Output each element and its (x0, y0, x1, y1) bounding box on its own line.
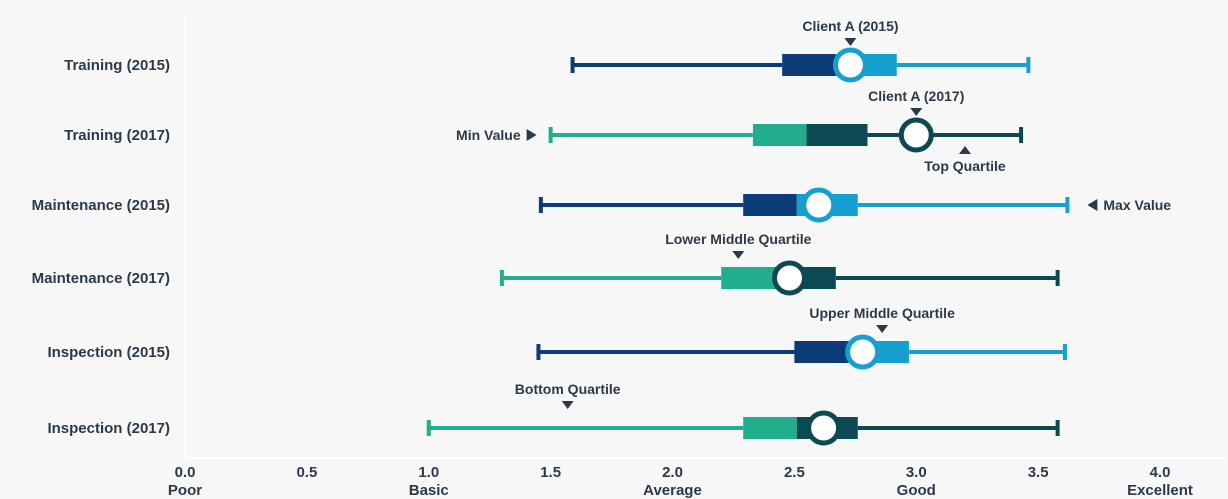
annotation-label: Top Quartile (924, 158, 1006, 174)
lower-middle-box (743, 417, 797, 439)
x-tick-label: 1.0 (418, 464, 439, 481)
x-tick-sublabel: Excellent (1127, 482, 1193, 499)
annotation-pointer (1087, 199, 1098, 211)
client-marker (845, 334, 881, 370)
client-marker (898, 117, 934, 153)
lower-middle-box (794, 341, 848, 363)
x-tick-label: 3.5 (1028, 464, 1049, 481)
x-tick-label: 3.0 (906, 464, 927, 481)
category-label: Training (2015) (64, 57, 170, 74)
annotation-pointer (844, 38, 857, 46)
x-tick-label: 2.5 (784, 464, 805, 481)
annotation-label: Bottom Quartile (515, 381, 621, 397)
category-label: Inspection (2015) (47, 344, 170, 361)
x-tick-label: 4.0 (1150, 464, 1171, 481)
category-label: Training (2017) (64, 127, 170, 144)
annotation-pointer (732, 251, 745, 259)
x-tick-sublabel: Poor (168, 482, 202, 499)
x-tick-sublabel: Good (897, 482, 936, 499)
rows-layer: Training (2015) Training (2017) Maintenanc… (32, 47, 1070, 446)
annotation-pointer (561, 401, 574, 409)
x-tick-label: 1.5 (540, 464, 561, 481)
x-tick-sublabel: Average (643, 482, 702, 499)
lower-middle-box (752, 124, 807, 146)
annotations-layer: Client A (2015) Client A (2017) Min Value T… (456, 18, 1171, 409)
x-tick-label: 0.0 (175, 464, 196, 481)
x-tick-label: 2.0 (662, 464, 683, 481)
annotation-pointer (959, 146, 971, 154)
client-marker (806, 410, 842, 446)
client-marker (801, 187, 837, 223)
annotation-pointer (526, 129, 537, 141)
client-marker (832, 47, 868, 83)
annotation-label: Min Value (456, 127, 521, 143)
annotation-pointer (910, 108, 923, 116)
annotation-label: Lower Middle Quartile (665, 231, 811, 247)
lower-middle-box (743, 194, 797, 216)
upper-middle-box (806, 124, 868, 146)
annotation-label: Client A (2017) (868, 88, 964, 104)
category-label: Maintenance (2015) (32, 197, 170, 214)
client-marker (772, 260, 807, 296)
lower-middle-box (721, 267, 775, 289)
x-tick-sublabel: Basic (409, 482, 449, 499)
annotation-label: Client A (2015) (802, 18, 898, 34)
annotation-label: Max Value (1103, 197, 1171, 213)
annotation-pointer (876, 325, 889, 333)
category-label: Maintenance (2017) (32, 270, 170, 287)
annotation-label: Upper Middle Quartile (809, 305, 955, 321)
category-label: Inspection (2017) (47, 420, 170, 437)
x-tick-label: 0.5 (296, 464, 317, 481)
lower-middle-box (782, 54, 836, 76)
